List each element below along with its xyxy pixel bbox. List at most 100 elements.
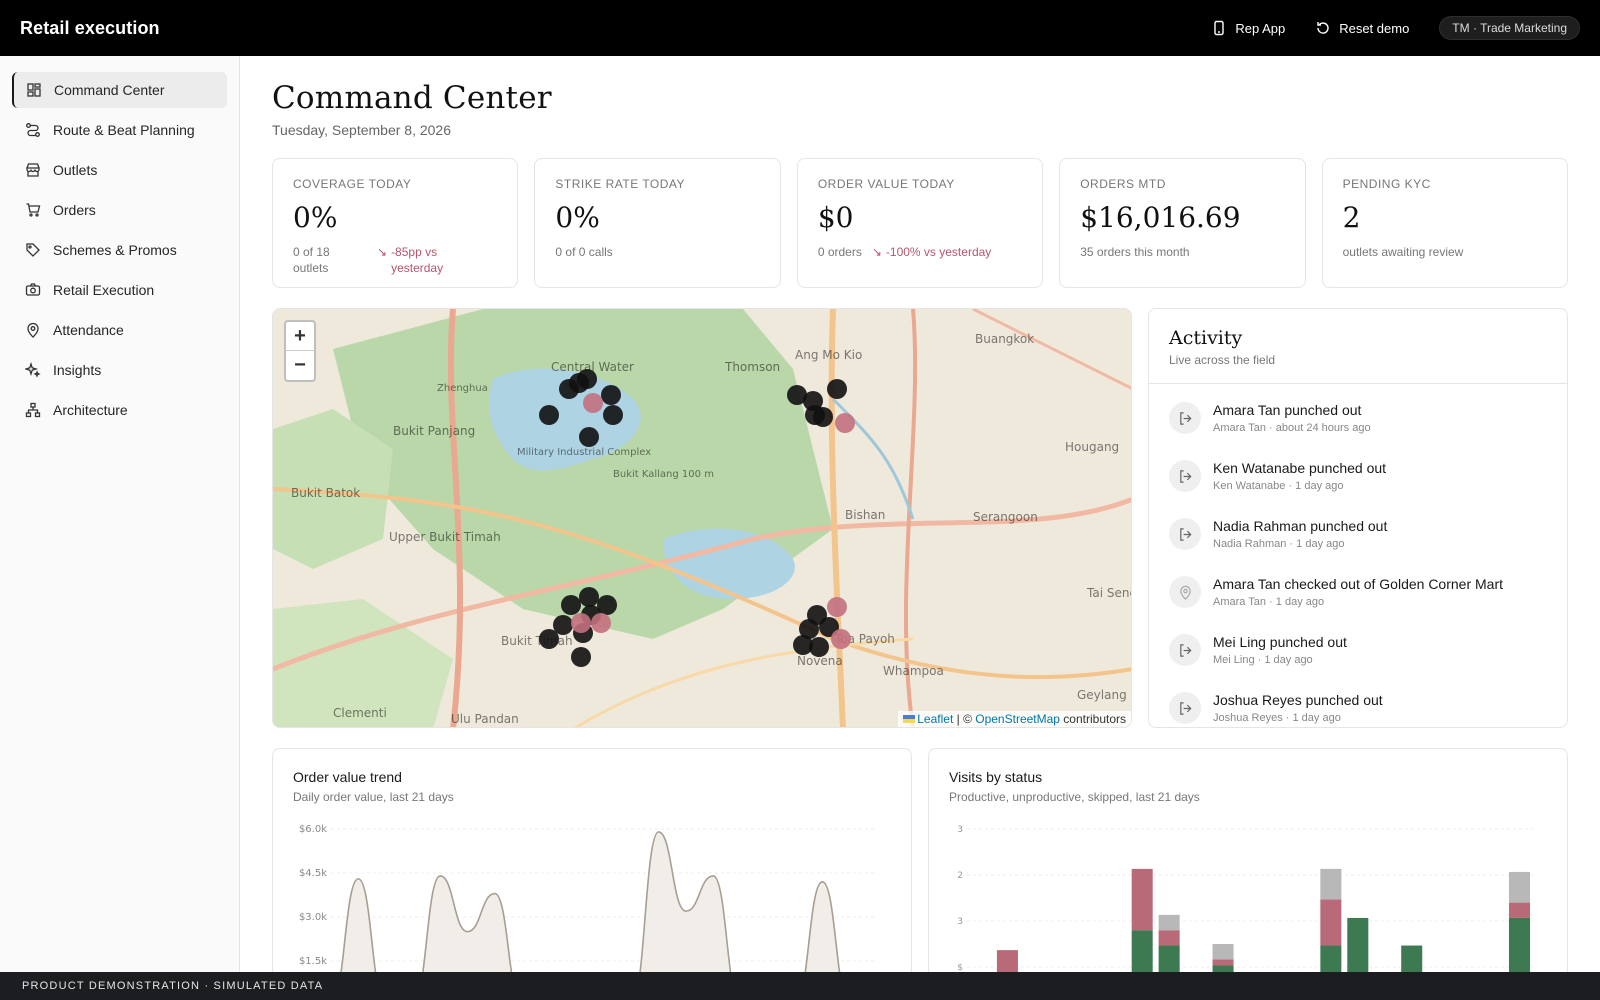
- map-label: Buangkok: [975, 332, 1034, 346]
- activity-who: Joshua Reyes: [1213, 712, 1283, 724]
- kpi-value: 0%: [293, 201, 338, 234]
- list-item[interactable]: Amara Tan punched out Amara Tan · about 2…: [1169, 392, 1547, 450]
- activity-who: Nadia Rahman: [1213, 538, 1287, 550]
- sidebar-item-attendance[interactable]: Attendance: [12, 312, 227, 348]
- logout-icon: [1179, 411, 1192, 425]
- kpi-sub: 35 orders this month: [1080, 245, 1190, 259]
- sparkles-icon: [25, 362, 41, 378]
- kpi-value: $0: [817, 201, 854, 234]
- bar-segment: [1320, 868, 1342, 900]
- panel-title: Order value trend: [293, 769, 402, 785]
- order-trend-panel: Order value trend Daily order value, las…: [272, 748, 912, 972]
- bar-segment: [1158, 945, 1180, 972]
- y-tick-label: 3: [957, 917, 963, 927]
- activity-title-text: Amara Tan checked out of Golden Corner M…: [1213, 576, 1504, 592]
- top-bar: Retail execution Rep App Reset demo TM ·…: [0, 0, 1600, 56]
- bar-segment: [1131, 930, 1153, 972]
- activity-when: 1 day ago: [1295, 480, 1344, 492]
- logout-icon: [1179, 527, 1192, 541]
- map-label: Military Industrial Complex: [517, 447, 651, 458]
- kpi-label: Coverage today: [293, 177, 412, 191]
- attribution-sep: | ©: [953, 712, 976, 726]
- map-label: Central Water: [551, 360, 634, 374]
- sidebar-item-label: Route & Beat Planning: [53, 122, 195, 138]
- visits-panel: Visits by status Productive, unproductiv…: [928, 748, 1568, 972]
- y-tick-label: $1.5k: [299, 956, 327, 967]
- sidebar-item-architecture[interactable]: Architecture: [12, 392, 227, 428]
- bar-segment: [1158, 930, 1180, 946]
- map-label: Novena: [797, 654, 843, 668]
- leaflet-link[interactable]: Leaflet: [917, 712, 954, 726]
- sidebar-item-route-beat-planning[interactable]: Route & Beat Planning: [12, 112, 227, 148]
- zoom-out-button[interactable]: −: [294, 354, 306, 376]
- sidebar-item-command-center[interactable]: Command Center: [12, 72, 227, 108]
- activity-when: 1 day ago: [1296, 538, 1345, 550]
- activity-when: 1 day ago: [1264, 654, 1313, 666]
- outlet-markers[interactable]: [539, 369, 855, 667]
- map-label: Ang Mo Kio: [795, 348, 862, 362]
- sidebar: Command Center Route & Beat Planning Out…: [0, 56, 240, 972]
- zoom-in-button[interactable]: +: [286, 322, 314, 351]
- sidebar-item-orders[interactable]: Orders: [12, 192, 227, 228]
- page-date: Tuesday, September 8, 2026: [272, 122, 451, 138]
- map-label: Bukit Batok: [291, 486, 360, 500]
- area-fill: [341, 831, 840, 972]
- list-item[interactable]: Nadia Rahman punched out Nadia Rahman · 1…: [1169, 508, 1547, 566]
- bar-segment: [1131, 868, 1153, 931]
- activity-when: about 24 hours ago: [1275, 422, 1371, 434]
- camera-icon: [25, 283, 41, 296]
- reset-demo-button[interactable]: Reset demo: [1315, 20, 1409, 36]
- list-item[interactable]: Amara Tan checked out of Golden Corner M…: [1169, 566, 1547, 624]
- activity-title-text: Nadia Rahman punched out: [1213, 518, 1388, 534]
- role-switcher[interactable]: TM · Trade Marketing: [1439, 16, 1580, 40]
- map-label: Clementi: [333, 706, 387, 720]
- map-label: Ulu Pandan: [451, 712, 519, 726]
- sidebar-item-label: Schemes & Promos: [53, 242, 177, 258]
- dashboard-icon: [27, 83, 41, 97]
- reset-icon: [1317, 22, 1329, 34]
- trend-down-icon: ↘: [377, 245, 388, 259]
- network-icon: [25, 402, 41, 418]
- bar-segment: [1347, 917, 1369, 972]
- bar-segment: [1320, 945, 1342, 972]
- outlet-map[interactable]: Central Water Thomson Ang Mo Kio Buangko…: [272, 308, 1132, 728]
- y-tick-label: $4.5k: [299, 868, 327, 879]
- reset-demo-label: Reset demo: [1339, 20, 1410, 36]
- kpi-label: Strike rate today: [555, 177, 686, 191]
- activity-title-text: Mei Ling punched out: [1213, 634, 1347, 650]
- sidebar-item-label: Insights: [53, 362, 102, 378]
- list-item[interactable]: Joshua Reyes punched out Joshua Reyes · 1…: [1169, 682, 1547, 727]
- list-item[interactable]: Mei Ling punched out Mei Ling · 1 day ago: [1169, 624, 1547, 682]
- map-label: Thomson: [724, 360, 780, 374]
- sidebar-item-label: Command Center: [54, 82, 165, 98]
- list-item[interactable]: Ken Watanabe punched out Ken Watanabe · 1…: [1169, 450, 1547, 508]
- bar-segment: [1158, 914, 1180, 931]
- sidebar-item-retail-execution[interactable]: Retail Execution: [12, 272, 227, 308]
- logout-icon: [1179, 469, 1192, 483]
- sidebar-item-label: Architecture: [53, 402, 128, 418]
- map-label: Bukit Timah: [501, 634, 573, 648]
- activity-when: 1 day ago: [1275, 596, 1325, 608]
- kpi-card-pending-kyc: Pending KYC 2 outlets awaiting review: [1321, 158, 1569, 288]
- map-pin-icon: [27, 322, 39, 338]
- osm-link[interactable]: OpenStreetMap: [975, 712, 1060, 726]
- map-label: Bukit Panjang: [393, 424, 475, 438]
- bar-segment: [1212, 965, 1234, 972]
- activity-title: Activity: [1169, 327, 1243, 349]
- y-tick-label: $3.0k: [299, 912, 327, 923]
- rep-app-button[interactable]: Rep App: [1211, 20, 1285, 36]
- rep-app-label: Rep App: [1235, 20, 1286, 36]
- order-trend-chart: $1.5k $3.0k $4.5k $6.0k: [299, 824, 877, 972]
- bar-segment: [996, 950, 1018, 972]
- kpi-card-strike-rate: Strike rate today 0% 0 of 0 calls: [534, 158, 781, 288]
- sidebar-item-insights[interactable]: Insights: [12, 352, 227, 388]
- map-zoom-control: + −: [284, 320, 316, 382]
- logout-icon: [1179, 701, 1192, 715]
- activity-panel: Activity Live across the field Amara Tan…: [1148, 308, 1568, 728]
- logout-icon: [1179, 643, 1192, 657]
- bar-segment: [1212, 944, 1234, 960]
- kpi-card-order-value: Order value today $0 0 orders ↘ -100% vs …: [796, 158, 1044, 288]
- sidebar-item-outlets[interactable]: Outlets: [12, 152, 227, 188]
- sidebar-item-schemes-promos[interactable]: Schemes & Promos: [12, 232, 227, 268]
- panel-title: Visits by status: [949, 769, 1043, 785]
